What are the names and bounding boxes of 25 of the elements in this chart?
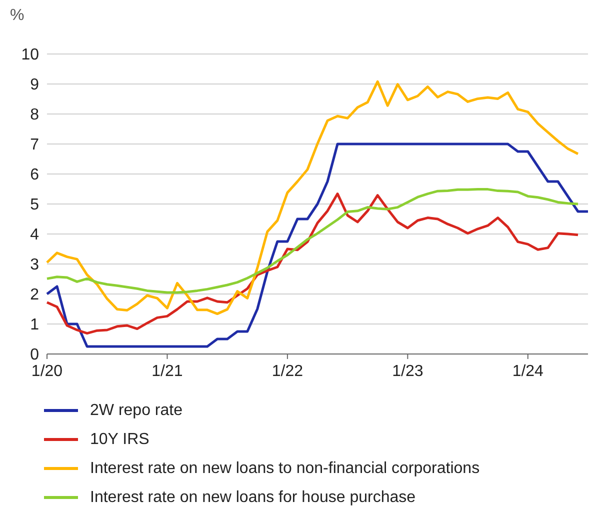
y-tick-label: 5 bbox=[30, 196, 40, 214]
y-tick-label: 2 bbox=[30, 286, 40, 304]
y-tick-label: 0 bbox=[30, 346, 40, 364]
x-tick-label: 1/21 bbox=[152, 363, 183, 380]
y-tick-label: 3 bbox=[30, 256, 40, 274]
y-tick-label: 7 bbox=[30, 136, 40, 154]
y-axis-title: % bbox=[10, 7, 24, 24]
x-tick-label: 1/20 bbox=[31, 363, 63, 380]
line-series bbox=[46, 192, 580, 335]
y-tick-label: 4 bbox=[30, 226, 40, 244]
x-tick-label: 1/24 bbox=[512, 363, 544, 380]
legend-label: Interest rate on new loans for house purchase bbox=[90, 488, 416, 506]
line-series bbox=[46, 188, 580, 294]
x-tick-label: 1/23 bbox=[392, 363, 424, 380]
x-tick-label: 1/22 bbox=[272, 363, 304, 380]
y-tick-label: 9 bbox=[30, 76, 40, 94]
legend-label: 10Y IRS bbox=[90, 430, 150, 448]
legend-label: Interest rate on new loans to non-financial corporations bbox=[90, 460, 480, 478]
y-tick-label: 10 bbox=[21, 46, 40, 64]
line-series bbox=[46, 80, 580, 316]
y-tick-label: 8 bbox=[30, 106, 40, 124]
line-series bbox=[46, 142, 590, 348]
y-tick-label: 6 bbox=[30, 166, 40, 184]
legend-label: 2W repo rate bbox=[90, 402, 182, 420]
y-tick-label: 1 bbox=[30, 316, 40, 334]
